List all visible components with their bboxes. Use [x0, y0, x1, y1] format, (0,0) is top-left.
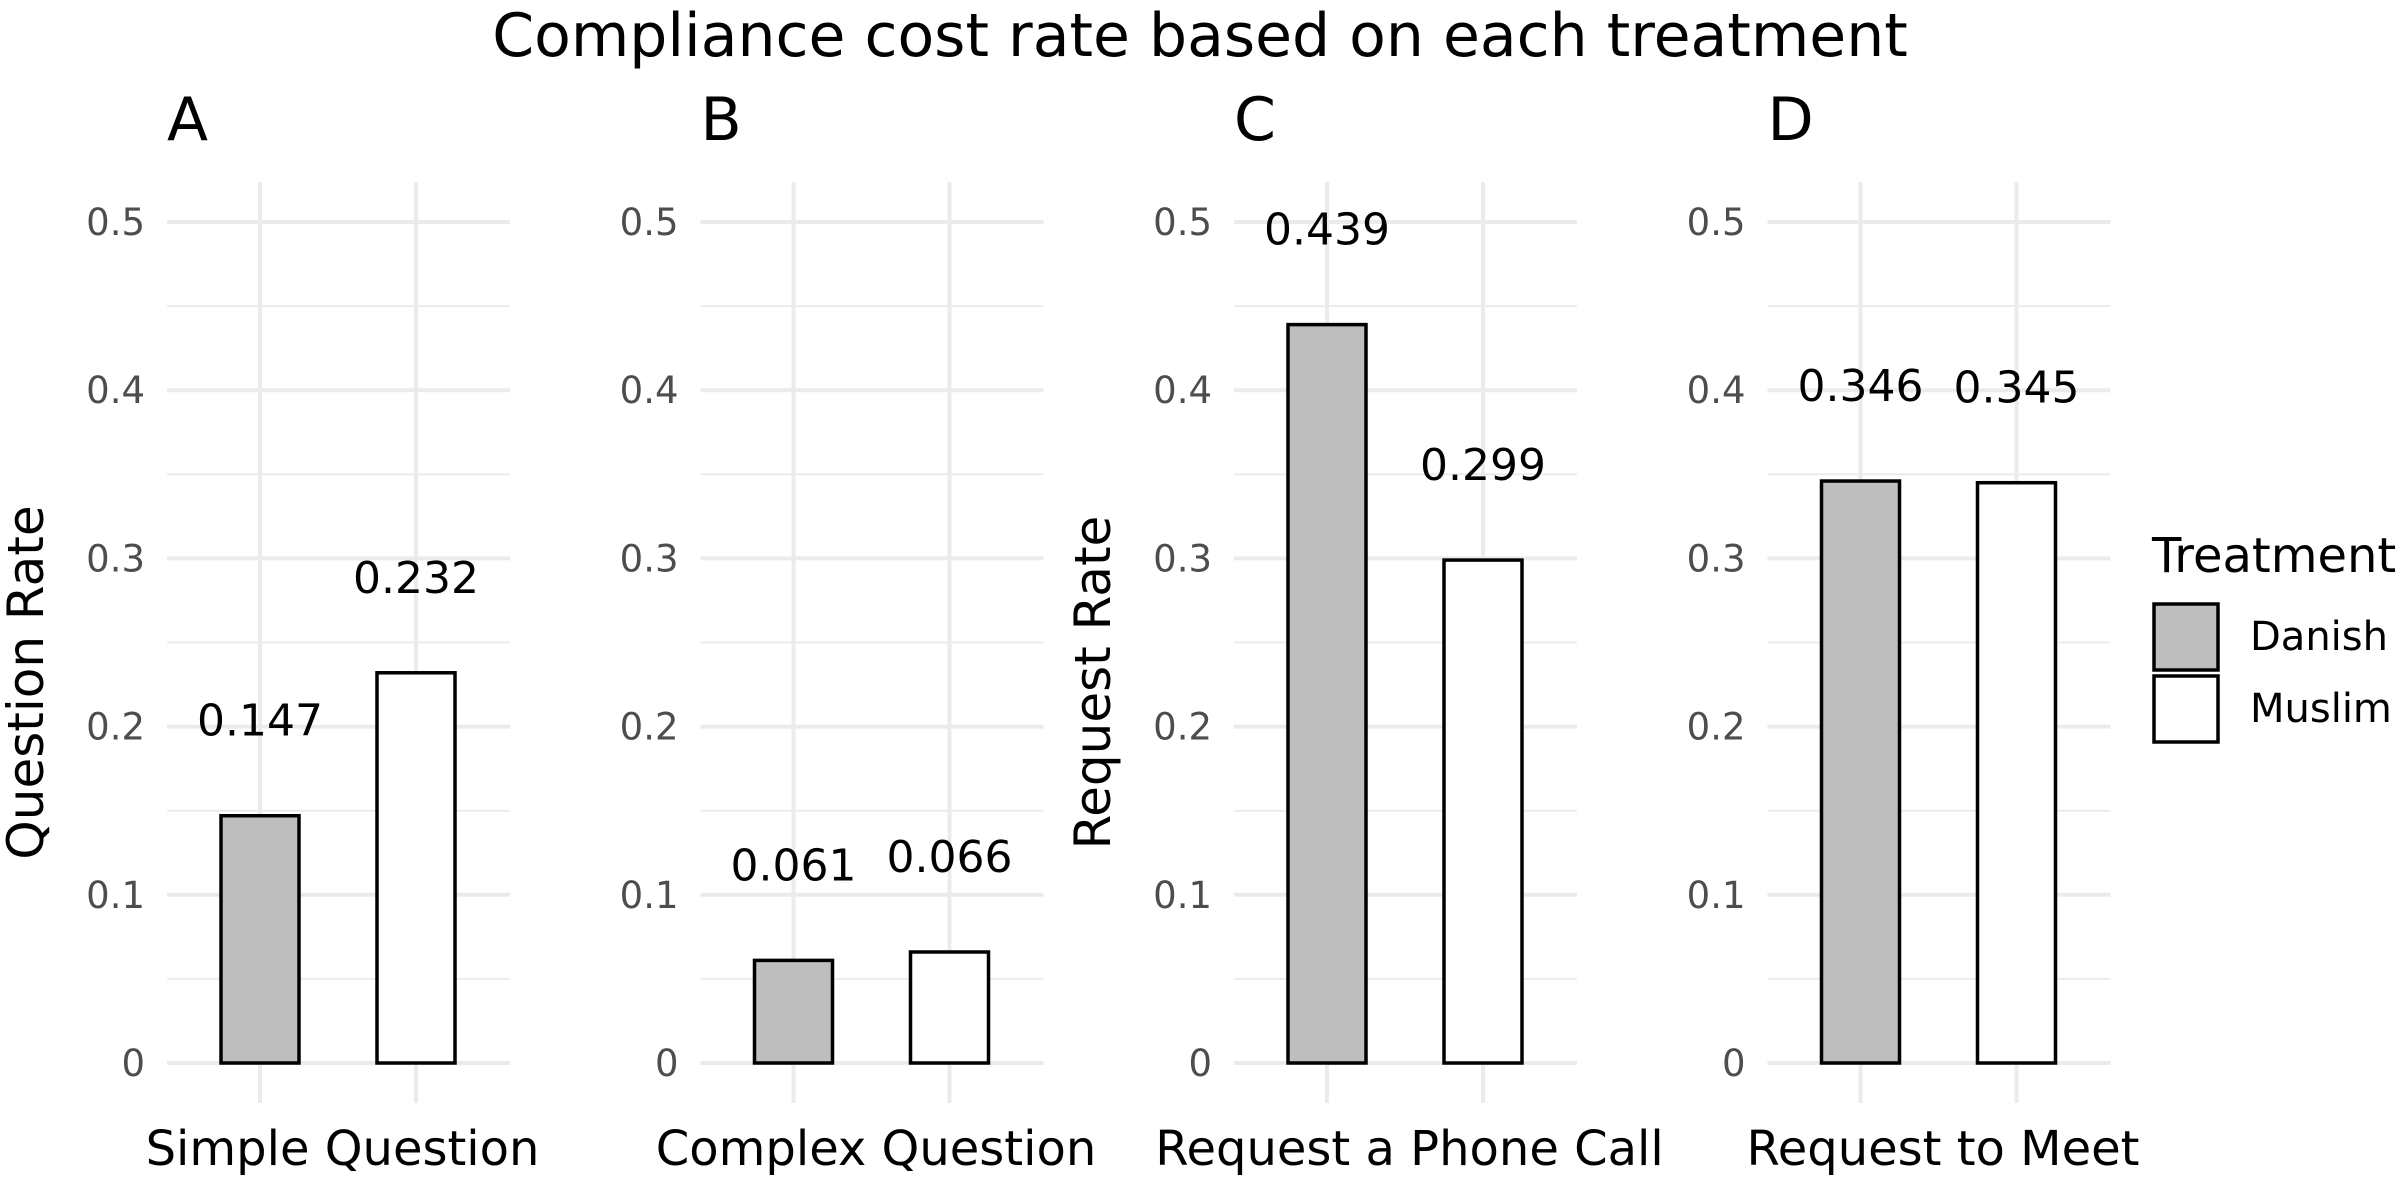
y-tick-label: 0.5 [86, 201, 145, 244]
legend-label-muslim: Muslim [2250, 686, 2392, 732]
y-tick-label: 0 [1188, 1042, 1212, 1085]
y-tick-label: 0.4 [1153, 369, 1212, 412]
y-axis-label: Request Rate [1064, 516, 1122, 850]
y-tick-label: 0 [121, 1042, 145, 1085]
y-tick-label: 0.1 [1687, 874, 1746, 917]
y-tick-label: 0.4 [1687, 369, 1746, 412]
y-tick-label: 0.3 [86, 537, 145, 580]
data-label: 0.066 [887, 832, 1013, 883]
y-axis-label: Question Rate [0, 505, 55, 859]
legend-swatch-danish [2152, 602, 2220, 672]
x-category-label: Request to Meet [1747, 1121, 2140, 1177]
y-tick-label: 0 [1722, 1042, 1746, 1085]
legend-title: Treatment [2151, 528, 2396, 584]
y-tick-label: 0.1 [1153, 874, 1212, 917]
bar-d-muslim [1975, 480, 2058, 1065]
legend-label-danish: Danish [2250, 614, 2388, 660]
panel-b: 0 0.1 0.2 0.3 0.4 0.5 0.061 0.066 B Complex Quest… [620, 85, 1097, 1177]
data-label: 0.061 [731, 840, 857, 891]
y-tick-label: 0.2 [620, 706, 679, 749]
data-label: 0.299 [1420, 440, 1546, 491]
y-tick-label: 0.2 [1687, 706, 1746, 749]
y-tick-label: 0.1 [86, 874, 145, 917]
bar-c-muslim [1442, 558, 1524, 1065]
panel-tag: B [701, 85, 742, 155]
bar-d-danish [1819, 479, 1902, 1065]
x-category-label: Simple Question [146, 1121, 540, 1177]
panel-d: 0 0.1 0.2 0.3 0.4 0.5 0.346 0.345 D Request to Me… [1687, 85, 2140, 1177]
panel-a: 0 0.1 0.2 0.3 0.4 0.5 0.147 0.232 A Simple Questi… [0, 85, 539, 1177]
x-category-label: Request a Phone Call [1155, 1121, 1663, 1177]
y-tick-label: 0.4 [86, 369, 145, 412]
data-label: 0.345 [1954, 363, 2080, 414]
y-tick-label: 0 [655, 1042, 679, 1085]
y-tick-label: 0.4 [620, 369, 679, 412]
y-tick-label: 0.3 [1153, 537, 1212, 580]
bar-c-danish [1286, 322, 1368, 1065]
legend: Treatment Danish Muslim [2151, 528, 2396, 744]
bar-a-muslim [375, 671, 457, 1065]
bar-b-danish [752, 958, 835, 1065]
y-tick-label: 0.1 [620, 874, 679, 917]
data-label: 0.232 [353, 553, 479, 604]
data-label: 0.147 [197, 696, 323, 747]
panel-c: 0 0.1 0.2 0.3 0.4 0.5 0.439 0.299 C Request a Pho… [1064, 85, 1664, 1177]
panel-tag: A [167, 85, 208, 155]
panel-tag: D [1768, 85, 1814, 155]
y-tick-label: 0.5 [1687, 201, 1746, 244]
x-category-label: Complex Question [656, 1121, 1096, 1177]
y-tick-label: 0.5 [1153, 201, 1212, 244]
y-tick-label: 0.5 [620, 201, 679, 244]
data-label: 0.439 [1264, 205, 1390, 256]
data-label: 0.346 [1798, 361, 1924, 412]
y-tick-label: 0.2 [1153, 706, 1212, 749]
chart-panels: 0 0.1 0.2 0.3 0.4 0.5 0.147 0.232 A Simple Questi… [0, 85, 2139, 1177]
panel-tag: C [1234, 85, 1276, 155]
y-tick-label: 0.2 [86, 706, 145, 749]
legend-swatch-muslim [2152, 674, 2220, 744]
bar-a-danish [219, 813, 301, 1065]
y-tick-label: 0.3 [1687, 537, 1746, 580]
y-tick-label: 0.3 [620, 537, 679, 580]
bar-b-muslim [908, 950, 991, 1065]
chart-title: Compliance cost rate based on each treat… [492, 1, 1908, 71]
